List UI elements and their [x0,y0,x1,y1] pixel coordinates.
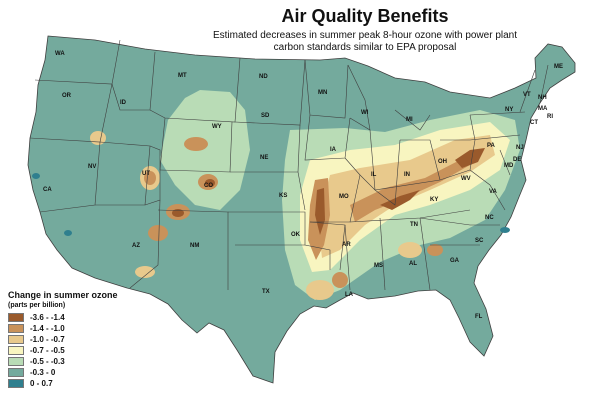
svg-text:OH: OH [438,159,447,165]
svg-text:PA: PA [487,143,496,149]
svg-text:MD: MD [504,163,514,169]
legend-label: -0.7 - -0.5 [30,346,65,355]
svg-text:WY: WY [212,124,222,130]
legend-item: -1.4 - -1.0 [8,323,148,334]
svg-text:AR: AR [342,242,351,248]
legend-item: -3.6 - -1.4 [8,312,148,323]
svg-text:IN: IN [404,172,410,178]
svg-text:RI: RI [547,114,553,120]
svg-text:MI: MI [406,117,413,123]
ozone-patches [32,90,520,300]
legend-swatch [8,335,24,344]
legend-title: Change in summer ozone [8,290,118,300]
legend-label: -3.6 - -1.4 [30,313,65,322]
svg-text:NH: NH [538,95,547,101]
svg-text:AL: AL [409,261,417,267]
svg-text:MS: MS [374,263,383,269]
page-title: Air Quality Benefits [281,6,449,26]
legend-item: 0 - 0.7 [8,378,148,389]
svg-text:KY: KY [430,197,438,203]
svg-text:SC: SC [475,238,484,244]
state-borders [29,39,549,291]
legend-item: -1.0 - -0.7 [8,334,148,345]
svg-text:CO: CO [204,183,213,189]
svg-text:VA: VA [489,189,498,195]
svg-text:NM: NM [190,243,199,249]
svg-text:IA: IA [330,147,337,153]
legend-label: -1.4 - -1.0 [30,324,65,333]
svg-text:LA: LA [345,292,354,298]
svg-text:MA: MA [538,106,548,112]
legend-swatch [8,379,24,388]
svg-text:CT: CT [530,120,538,126]
legend-swatch [8,357,24,366]
legend-subtitle: (parts per billion) [8,302,66,309]
svg-text:NY: NY [505,107,513,113]
svg-text:IL: IL [371,172,377,178]
svg-text:NJ: NJ [516,145,524,151]
legend-item: -0.5 - -0.3 [8,356,148,367]
svg-text:TN: TN [410,222,418,228]
svg-text:OK: OK [291,232,301,238]
svg-text:DE: DE [513,157,521,163]
legend-label: -1.0 - -0.7 [30,335,65,344]
svg-text:WI: WI [361,110,369,116]
legend-swatch [8,324,24,333]
state-labels: WA OR CA NV ID MT WY UT AZ CO NM ND SD N… [43,51,563,320]
svg-text:MO: MO [339,194,349,200]
legend-swatch [8,346,24,355]
legend-label: -0.5 - -0.3 [30,357,65,366]
svg-text:MT: MT [178,73,187,79]
svg-text:KS: KS [279,193,287,199]
legend-item: -0.7 - -0.5 [8,345,148,356]
svg-text:CA: CA [43,187,52,193]
svg-text:SD: SD [261,113,270,119]
legend-item: -0.3 - 0 [8,367,148,378]
svg-text:MN: MN [318,90,327,96]
svg-text:VT: VT [523,92,531,98]
svg-text:ME: ME [554,64,563,70]
legend-swatch [8,313,24,322]
svg-text:WA: WA [55,51,65,57]
svg-text:ID: ID [120,100,127,106]
svg-text:UT: UT [142,171,150,177]
svg-text:NV: NV [88,164,96,170]
legend: Change in summer ozone (parts per billio… [8,290,148,389]
svg-text:GA: GA [450,258,460,264]
svg-text:OR: OR [62,93,72,99]
svg-text:NE: NE [260,155,268,161]
legend-label: -0.3 - 0 [30,368,56,377]
subtitle-line-1: Estimated decreases in summer peak 8-hou… [212,30,518,41]
legend-swatch [8,368,24,377]
svg-text:FL: FL [475,314,483,320]
svg-text:ND: ND [259,74,268,80]
svg-text:NC: NC [485,215,494,221]
subtitle-line-2: carbon standards similar to EPA proposal [273,42,457,53]
legend-label: 0 - 0.7 [30,379,53,388]
svg-text:WV: WV [461,176,471,182]
page-subtitle: Estimated decreases in summer peak 8-hou… [150,30,580,54]
svg-text:TX: TX [262,289,270,295]
svg-text:AZ: AZ [132,243,140,249]
